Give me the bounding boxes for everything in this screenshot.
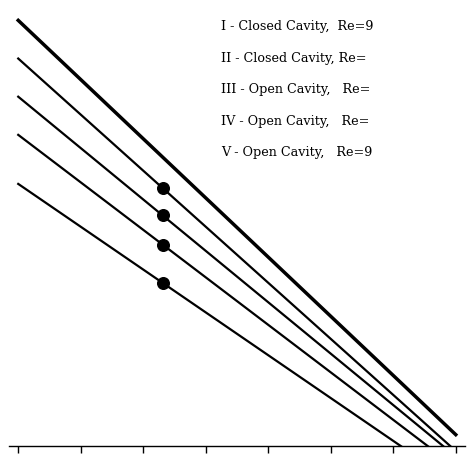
Point: [159, 184, 166, 192]
Text: I - Closed Cavity,  Re=9: I - Closed Cavity, Re=9: [221, 20, 374, 33]
Text: II - Closed Cavity, Re=: II - Closed Cavity, Re=: [221, 52, 366, 65]
Point: [159, 211, 166, 219]
Point: [159, 241, 166, 248]
Text: IV - Open Cavity,   Re=: IV - Open Cavity, Re=: [221, 115, 369, 128]
Text: V - Open Cavity,   Re=9: V - Open Cavity, Re=9: [221, 146, 373, 159]
Point: [159, 279, 166, 287]
Text: III - Open Cavity,   Re=: III - Open Cavity, Re=: [221, 83, 371, 96]
